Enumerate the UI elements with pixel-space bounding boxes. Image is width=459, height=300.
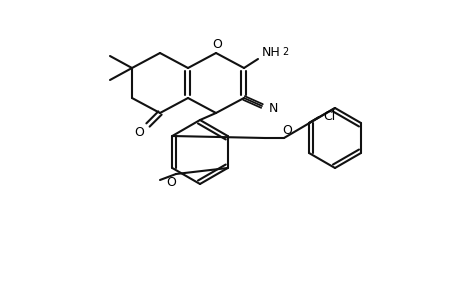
Text: O: O: [281, 124, 291, 136]
Text: N: N: [269, 101, 278, 115]
Text: O: O: [134, 127, 144, 140]
Text: 2: 2: [281, 47, 288, 57]
Text: NH: NH: [261, 46, 280, 59]
Text: Cl: Cl: [322, 110, 335, 122]
Text: O: O: [212, 38, 221, 52]
Text: O: O: [166, 176, 175, 188]
